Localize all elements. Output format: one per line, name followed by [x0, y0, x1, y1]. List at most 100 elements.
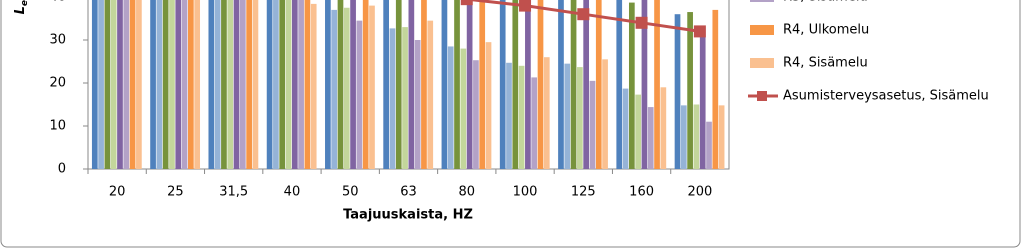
bar — [325, 0, 331, 169]
line-marker — [635, 16, 648, 29]
bar — [285, 0, 292, 169]
bar — [343, 7, 350, 169]
bar — [337, 0, 344, 169]
bar — [136, 0, 142, 169]
bar — [221, 0, 227, 169]
x-tick-label: 125 — [571, 185, 596, 200]
bar — [635, 94, 641, 169]
bar — [622, 88, 629, 169]
bar — [246, 0, 252, 169]
bar — [331, 9, 338, 170]
bar — [175, 0, 182, 169]
bar — [543, 57, 550, 170]
bar — [156, 0, 163, 169]
bar — [499, 0, 506, 169]
bar — [654, 0, 660, 170]
bar — [641, 0, 648, 169]
legend-marker — [757, 91, 767, 101]
bar — [537, 0, 544, 169]
bar — [169, 0, 175, 169]
bar — [687, 12, 693, 169]
bar — [595, 0, 602, 169]
line — [460, 0, 701, 33]
bar — [680, 105, 687, 169]
bar — [441, 0, 448, 169]
x-tick-label: 63 — [400, 185, 417, 200]
line-marker — [519, 0, 532, 12]
bar — [602, 59, 608, 169]
bar — [304, 0, 311, 169]
bar — [577, 67, 583, 169]
y-tick-label: 20 — [49, 76, 66, 91]
bar — [252, 0, 259, 169]
bar — [233, 0, 240, 169]
legend-label: R4, Sisämelu — [783, 56, 868, 71]
bar — [383, 0, 389, 169]
bar — [583, 0, 590, 169]
bar — [310, 3, 317, 169]
bar — [531, 77, 538, 169]
bar — [421, 0, 427, 169]
bar — [616, 0, 623, 170]
bar — [466, 0, 473, 169]
legend-label: Asumisterveysasetus, Sisämelu — [783, 89, 989, 104]
x-tick-label: 160 — [629, 185, 654, 200]
x-tick-label: 200 — [687, 185, 712, 200]
bar — [712, 9, 719, 170]
bar — [123, 0, 130, 169]
bar — [98, 0, 104, 169]
bar — [454, 0, 460, 169]
bar — [558, 0, 564, 169]
bar — [408, 0, 415, 169]
bar — [460, 48, 467, 169]
bar — [208, 0, 215, 169]
bar — [570, 0, 577, 169]
bar — [362, 0, 369, 169]
y-tick-label: 10 — [49, 119, 66, 134]
x-tick-label: 20 — [109, 185, 126, 200]
x-tick-label: 80 — [458, 185, 475, 200]
bar — [473, 60, 479, 169]
bar — [291, 0, 298, 169]
bar — [660, 87, 667, 169]
bar — [266, 0, 273, 169]
y-tick-label: 30 — [49, 33, 66, 48]
x-tick-label: 50 — [342, 185, 359, 200]
bar — [414, 40, 421, 169]
legend-swatch — [750, 0, 774, 2]
x-tick-label: 31,5 — [219, 185, 248, 200]
bar — [447, 46, 454, 170]
bar — [718, 105, 725, 169]
bar — [485, 42, 492, 169]
bar — [181, 0, 188, 169]
bar — [227, 0, 234, 169]
x-tick-label: 40 — [284, 185, 301, 200]
bar — [427, 20, 434, 170]
line-marker — [693, 25, 706, 38]
bar — [506, 62, 512, 169]
bar — [647, 107, 654, 169]
y-label-main: L — [13, 6, 28, 14]
x-axis-label: Taajuuskaista, HZ — [343, 208, 473, 223]
bar — [525, 0, 531, 169]
bar — [279, 0, 286, 169]
line-marker — [577, 8, 590, 21]
y-tick-label: 0 — [58, 162, 66, 177]
bar — [150, 0, 156, 169]
bar — [479, 0, 486, 169]
bar — [518, 65, 525, 169]
bar — [693, 104, 700, 169]
bar — [110, 0, 117, 169]
bar — [117, 0, 123, 169]
bar — [162, 0, 169, 169]
bar — [194, 0, 201, 169]
y-tick-label: 40 — [49, 0, 66, 5]
legend-label: R4, Ulkomelu — [783, 23, 869, 38]
bar — [350, 0, 356, 169]
x-tick-label: 100 — [513, 185, 538, 200]
bar — [214, 0, 221, 169]
bar — [395, 0, 402, 169]
bar — [356, 20, 363, 170]
